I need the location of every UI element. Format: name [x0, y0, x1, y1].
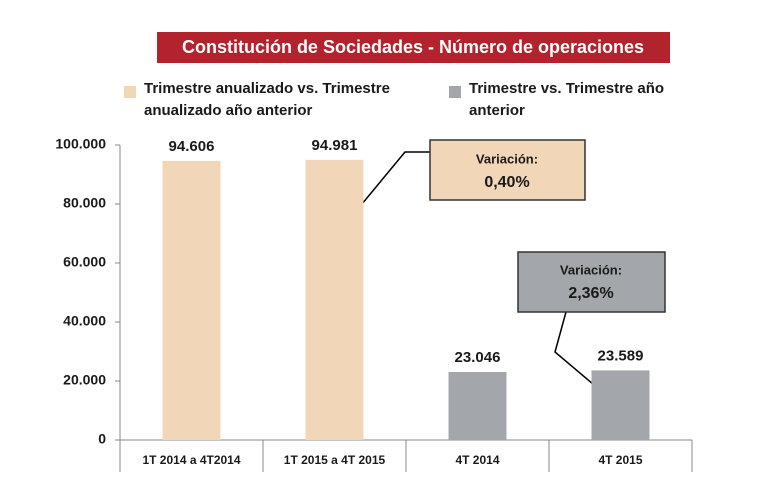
chart-title: Constitución de Sociedades - Número de o… — [182, 37, 644, 57]
legend-swatch — [449, 86, 461, 98]
legend-swatch — [124, 86, 136, 98]
x-tick-label: 1T 2015 a 4T 2015 — [284, 453, 386, 467]
legend-label: Trimestre anualizado vs. Trimestre anual… — [144, 80, 390, 119]
data-label: 23.046 — [455, 349, 501, 366]
data-label: 94.606 — [169, 138, 215, 155]
callout-title: Variación: — [476, 151, 538, 166]
x-tick-label: 4T 2014 — [455, 453, 499, 467]
x-tick-label: 4T 2015 — [598, 453, 642, 467]
callout-leader — [554, 311, 601, 391]
callout-title: Variación: — [560, 262, 622, 277]
callout-text: 0,40% — [484, 174, 529, 191]
y-tick-label: 80.000 — [63, 195, 106, 211]
bar — [305, 159, 364, 441]
bar — [448, 372, 507, 440]
x-tick-label: 1T 2014 a 4T2014 — [142, 453, 240, 467]
y-tick-label: 40.000 — [63, 313, 106, 329]
callout-box — [429, 139, 586, 201]
y-tick-label: 60.000 — [63, 254, 106, 270]
bar — [162, 160, 221, 440]
callout-box — [517, 251, 666, 313]
data-label: 23.589 — [598, 347, 644, 364]
title-background — [157, 32, 670, 63]
legend-label: Trimestre vs. Trimestre año anterior — [469, 80, 665, 119]
callout-leader — [351, 151, 430, 217]
y-tick-label: 0 — [98, 431, 106, 447]
data-label: 94.981 — [312, 137, 358, 154]
y-tick-label: 100.000 — [55, 136, 106, 152]
y-tick-label: 20.000 — [63, 372, 106, 388]
bar — [591, 370, 650, 440]
callout-text: 2,36% — [568, 285, 613, 302]
